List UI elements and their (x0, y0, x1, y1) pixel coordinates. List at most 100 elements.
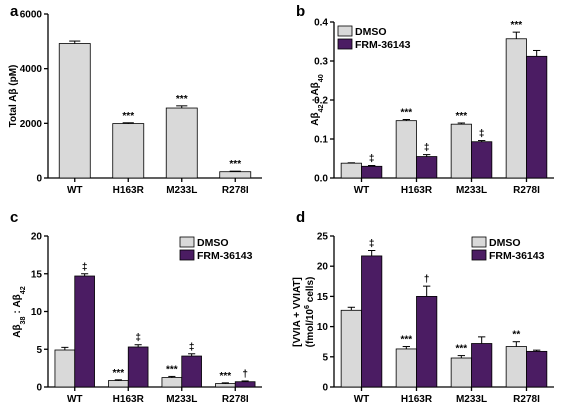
bar-frm-36143-h163r (127, 346, 149, 388)
panel-letter: d (296, 209, 305, 226)
x-tick-label: WT (67, 394, 83, 404)
legend-label: FRM-36143 (489, 250, 545, 262)
bar-frm-36143-wt (361, 165, 383, 179)
significance-marker: ‡ (135, 333, 141, 344)
y-tick-label: 0.2 (314, 96, 328, 107)
x-tick-label: WT (354, 394, 370, 404)
legend-swatch (471, 236, 487, 248)
legend-label: DMSO (355, 26, 387, 38)
y-tick-label: 0.3 (314, 57, 328, 68)
significance-marker: *** (400, 108, 412, 119)
bar-dmso-r278i (505, 346, 527, 388)
legend-label: FRM-36143 (197, 250, 253, 262)
legend-swatch (471, 249, 487, 261)
legend-label: DMSO (197, 237, 229, 249)
chart-panel-d: d 0 5 10 15 20 25 [VVIA + VVIAT] (fmol/106 cells… (292, 209, 554, 404)
significance-marker: *** (455, 111, 467, 122)
bar-frm-36143-h163r (416, 156, 438, 179)
y-tick-label: 10 (317, 322, 329, 333)
y-tick-label: 20 (31, 232, 43, 243)
y-tick-label: 15 (317, 292, 329, 303)
bar-frm-36143-m233l (471, 141, 493, 179)
significance-marker: *** (510, 20, 522, 31)
x-tick-label: M233L (456, 394, 487, 404)
significance-marker: *** (176, 94, 188, 105)
y-tick-label: 0 (36, 383, 42, 394)
significance-marker: *** (229, 159, 241, 170)
bar-dmso-h163r (395, 120, 417, 179)
y-tick-label: 2000 (20, 119, 43, 130)
y-tick-label: 15 (31, 269, 43, 280)
significance-marker: *** (166, 364, 178, 375)
x-tick-label: R278I (513, 394, 540, 404)
y-tick-label: 20 (317, 262, 329, 273)
x-tick-label: H163R (113, 394, 145, 404)
significance-marker: *** (113, 368, 125, 379)
panel-letter: b (296, 3, 305, 20)
x-tick-label: WT (67, 185, 83, 196)
bar-dmso-wt (340, 162, 362, 179)
y-axis-label: Aβ38 : Aβ42 (12, 286, 27, 338)
significance-marker: † (242, 369, 248, 380)
x-tick-label: H163R (113, 185, 145, 196)
significance-marker: *** (220, 371, 232, 382)
significance-marker: *** (122, 111, 134, 122)
x-tick-label: M233L (456, 185, 487, 196)
significance-marker: † (424, 274, 430, 285)
bar-frm-36143-r278i (526, 55, 548, 179)
x-tick-label: WT (354, 185, 370, 196)
bar-value-r278i (219, 171, 252, 179)
y-axis-label: [VVIA + VVIAT] (292, 277, 303, 347)
y-tick-label: 25 (317, 232, 329, 243)
y-axis-label: Total Aβ (pM) (8, 65, 19, 128)
significance-marker: ‡ (369, 154, 375, 165)
bar-value-wt (58, 43, 91, 179)
bar-frm-36143-m233l (181, 355, 202, 388)
y-tick-label: 0 (36, 174, 42, 185)
chart-panel-c: c 0 5 10 15 20 Aβ38 : Aβ42 ‡ WT *** ‡ H163R *** ‡ M233… (10, 209, 262, 404)
significance-marker: ** (512, 330, 520, 341)
significance-marker: ‡ (424, 143, 430, 154)
x-tick-label: H163R (401, 185, 433, 196)
bar-frm-36143-m233l (471, 343, 493, 388)
x-tick-label: H163R (401, 394, 433, 404)
y-tick-label: 4000 (20, 64, 43, 75)
y-tick-label: 0.4 (314, 18, 328, 29)
legend-label: DMSO (489, 237, 521, 249)
chart-panel-b: b 0.0 0.1 0.2 0.3 0.4 Aβ42 : Aβ40 ‡ WT *** ‡ H163R *… (296, 3, 554, 196)
y-tick-label: 6000 (20, 10, 43, 21)
bar-dmso-r278i (505, 38, 527, 179)
bar-dmso-m233l (450, 357, 472, 388)
bar-dmso-h163r (108, 380, 129, 388)
bar-dmso-h163r (395, 348, 417, 388)
bar-dmso-wt (54, 349, 76, 388)
legend-swatch (179, 249, 195, 261)
bar-dmso-m233l (161, 377, 183, 388)
y-tick-label: 0.1 (314, 135, 328, 146)
significance-marker: ‡ (189, 342, 195, 353)
bar-dmso-wt (340, 309, 362, 388)
bar-value-m233l (165, 107, 198, 179)
x-tick-label: M233L (166, 394, 197, 404)
y-tick-label: 10 (31, 307, 43, 318)
bar-dmso-m233l (450, 123, 472, 179)
legend-label: FRM-36143 (355, 39, 411, 51)
x-tick-label: R278I (222, 185, 249, 196)
significance-marker: ‡ (369, 238, 375, 249)
bar-frm-36143-r278i (234, 381, 256, 388)
y-axis-label: Aβ42 : Aβ40 (310, 74, 325, 126)
significance-marker: *** (400, 335, 412, 346)
bar-frm-36143-h163r (416, 295, 438, 388)
significance-marker: ‡ (82, 262, 88, 273)
y-axis-label: (fmol/106 cells) (302, 277, 317, 348)
y-tick-label: 0.0 (314, 174, 328, 185)
panel-letter: a (10, 3, 19, 20)
bar-frm-36143-r278i (526, 350, 548, 388)
bar-frm-36143-wt (361, 255, 383, 388)
chart-panel-a: a 0 2000 4000 6000 Total Aβ (pM) WT *** H163R ***… (8, 3, 262, 196)
y-tick-label: 5 (36, 345, 42, 356)
bar-dmso-r278i (215, 383, 236, 388)
x-tick-label: R278I (513, 185, 540, 196)
x-tick-label: R278I (222, 394, 249, 404)
